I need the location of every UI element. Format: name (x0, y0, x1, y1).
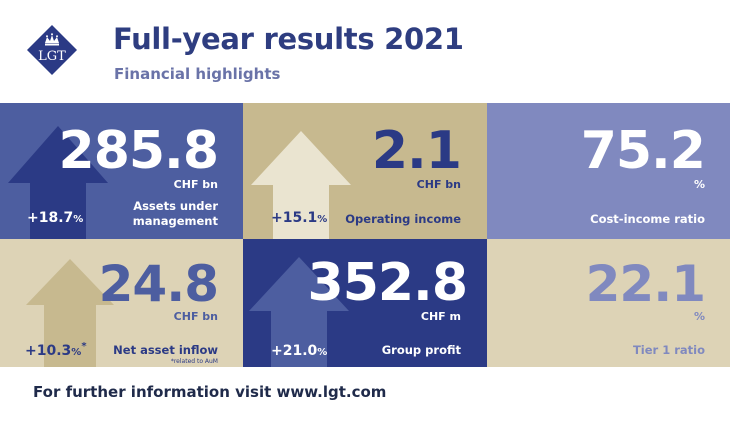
tile-value: 24.8 (98, 255, 219, 313)
tile-label: Group profit (381, 343, 461, 357)
tile-cost-income-ratio: 75.2 % Cost-income ratio (487, 103, 730, 239)
tile-value: 285.8 (58, 121, 219, 181)
page-title: Full-year results 2021 (113, 22, 464, 56)
tile-value: 22.1 (585, 255, 706, 313)
change-unit: % (71, 347, 82, 358)
tile-label: Operating income (345, 212, 461, 226)
footnote: *related to AuM (170, 358, 218, 365)
tile-unit: CHF bn (416, 178, 461, 191)
tile-assets-under-management: 285.8 CHF bn Assets under management +18… (0, 103, 243, 239)
tile-change: +18.7% (27, 207, 83, 226)
change-unit: % (317, 347, 328, 358)
tile-change: +10.3%* (25, 340, 87, 359)
tile-label-line1: Assets under (133, 199, 218, 213)
tile-value: 352.8 (307, 253, 468, 313)
change-value: +15.1 (271, 210, 318, 226)
up-arrow-icon (251, 131, 351, 239)
tile-unit: % (693, 178, 705, 191)
up-arrow-icon (26, 259, 114, 367)
lgt-logo: LGT (27, 25, 77, 75)
results-grid: 285.8 CHF bn Assets under management +18… (0, 103, 730, 367)
tile-unit: CHF m (420, 310, 461, 323)
tile-change: +21.0% (271, 340, 327, 359)
change-value: +18.7 (27, 210, 74, 226)
tile-unit: CHF bn (173, 178, 218, 191)
tile-unit: CHF bn (173, 310, 218, 323)
tile-label-line2: management (132, 213, 218, 228)
page-subtitle: Financial highlights (114, 65, 281, 83)
change-unit: % (317, 214, 328, 225)
tile-group-profit: 352.8 CHF m Group profit +21.0% (243, 239, 487, 367)
tile-operating-income: 2.1 CHF bn Operating income +15.1% (243, 103, 487, 239)
up-arrow-icon (249, 257, 349, 367)
tile-value: 75.2 (580, 121, 706, 181)
tile-unit: % (693, 310, 705, 323)
change-unit: % (73, 214, 84, 225)
header: LGT Full-year results 2021 Financial hig… (0, 0, 730, 103)
tile-net-asset-inflow: 24.8 CHF bn Net asset inflow *related to… (0, 239, 243, 367)
tile-change: +15.1% (271, 207, 327, 226)
tile-value: 2.1 (371, 121, 462, 181)
tile-label: Assets under management (133, 199, 218, 229)
change-value: +21.0 (271, 343, 318, 359)
tile-label: Tier 1 ratio (632, 343, 705, 357)
tile-tier-1-ratio: 22.1 % Tier 1 ratio (487, 239, 730, 367)
footer-info: For further information visit www.lgt.co… (33, 383, 387, 401)
change-value: +10.3 (25, 343, 72, 359)
tile-label: Net asset inflow (113, 343, 218, 357)
footnote-mark: * (81, 341, 87, 352)
up-arrow-icon (8, 126, 108, 239)
logo-text: LGT (38, 49, 66, 64)
tile-label: Cost-income ratio (590, 212, 705, 226)
